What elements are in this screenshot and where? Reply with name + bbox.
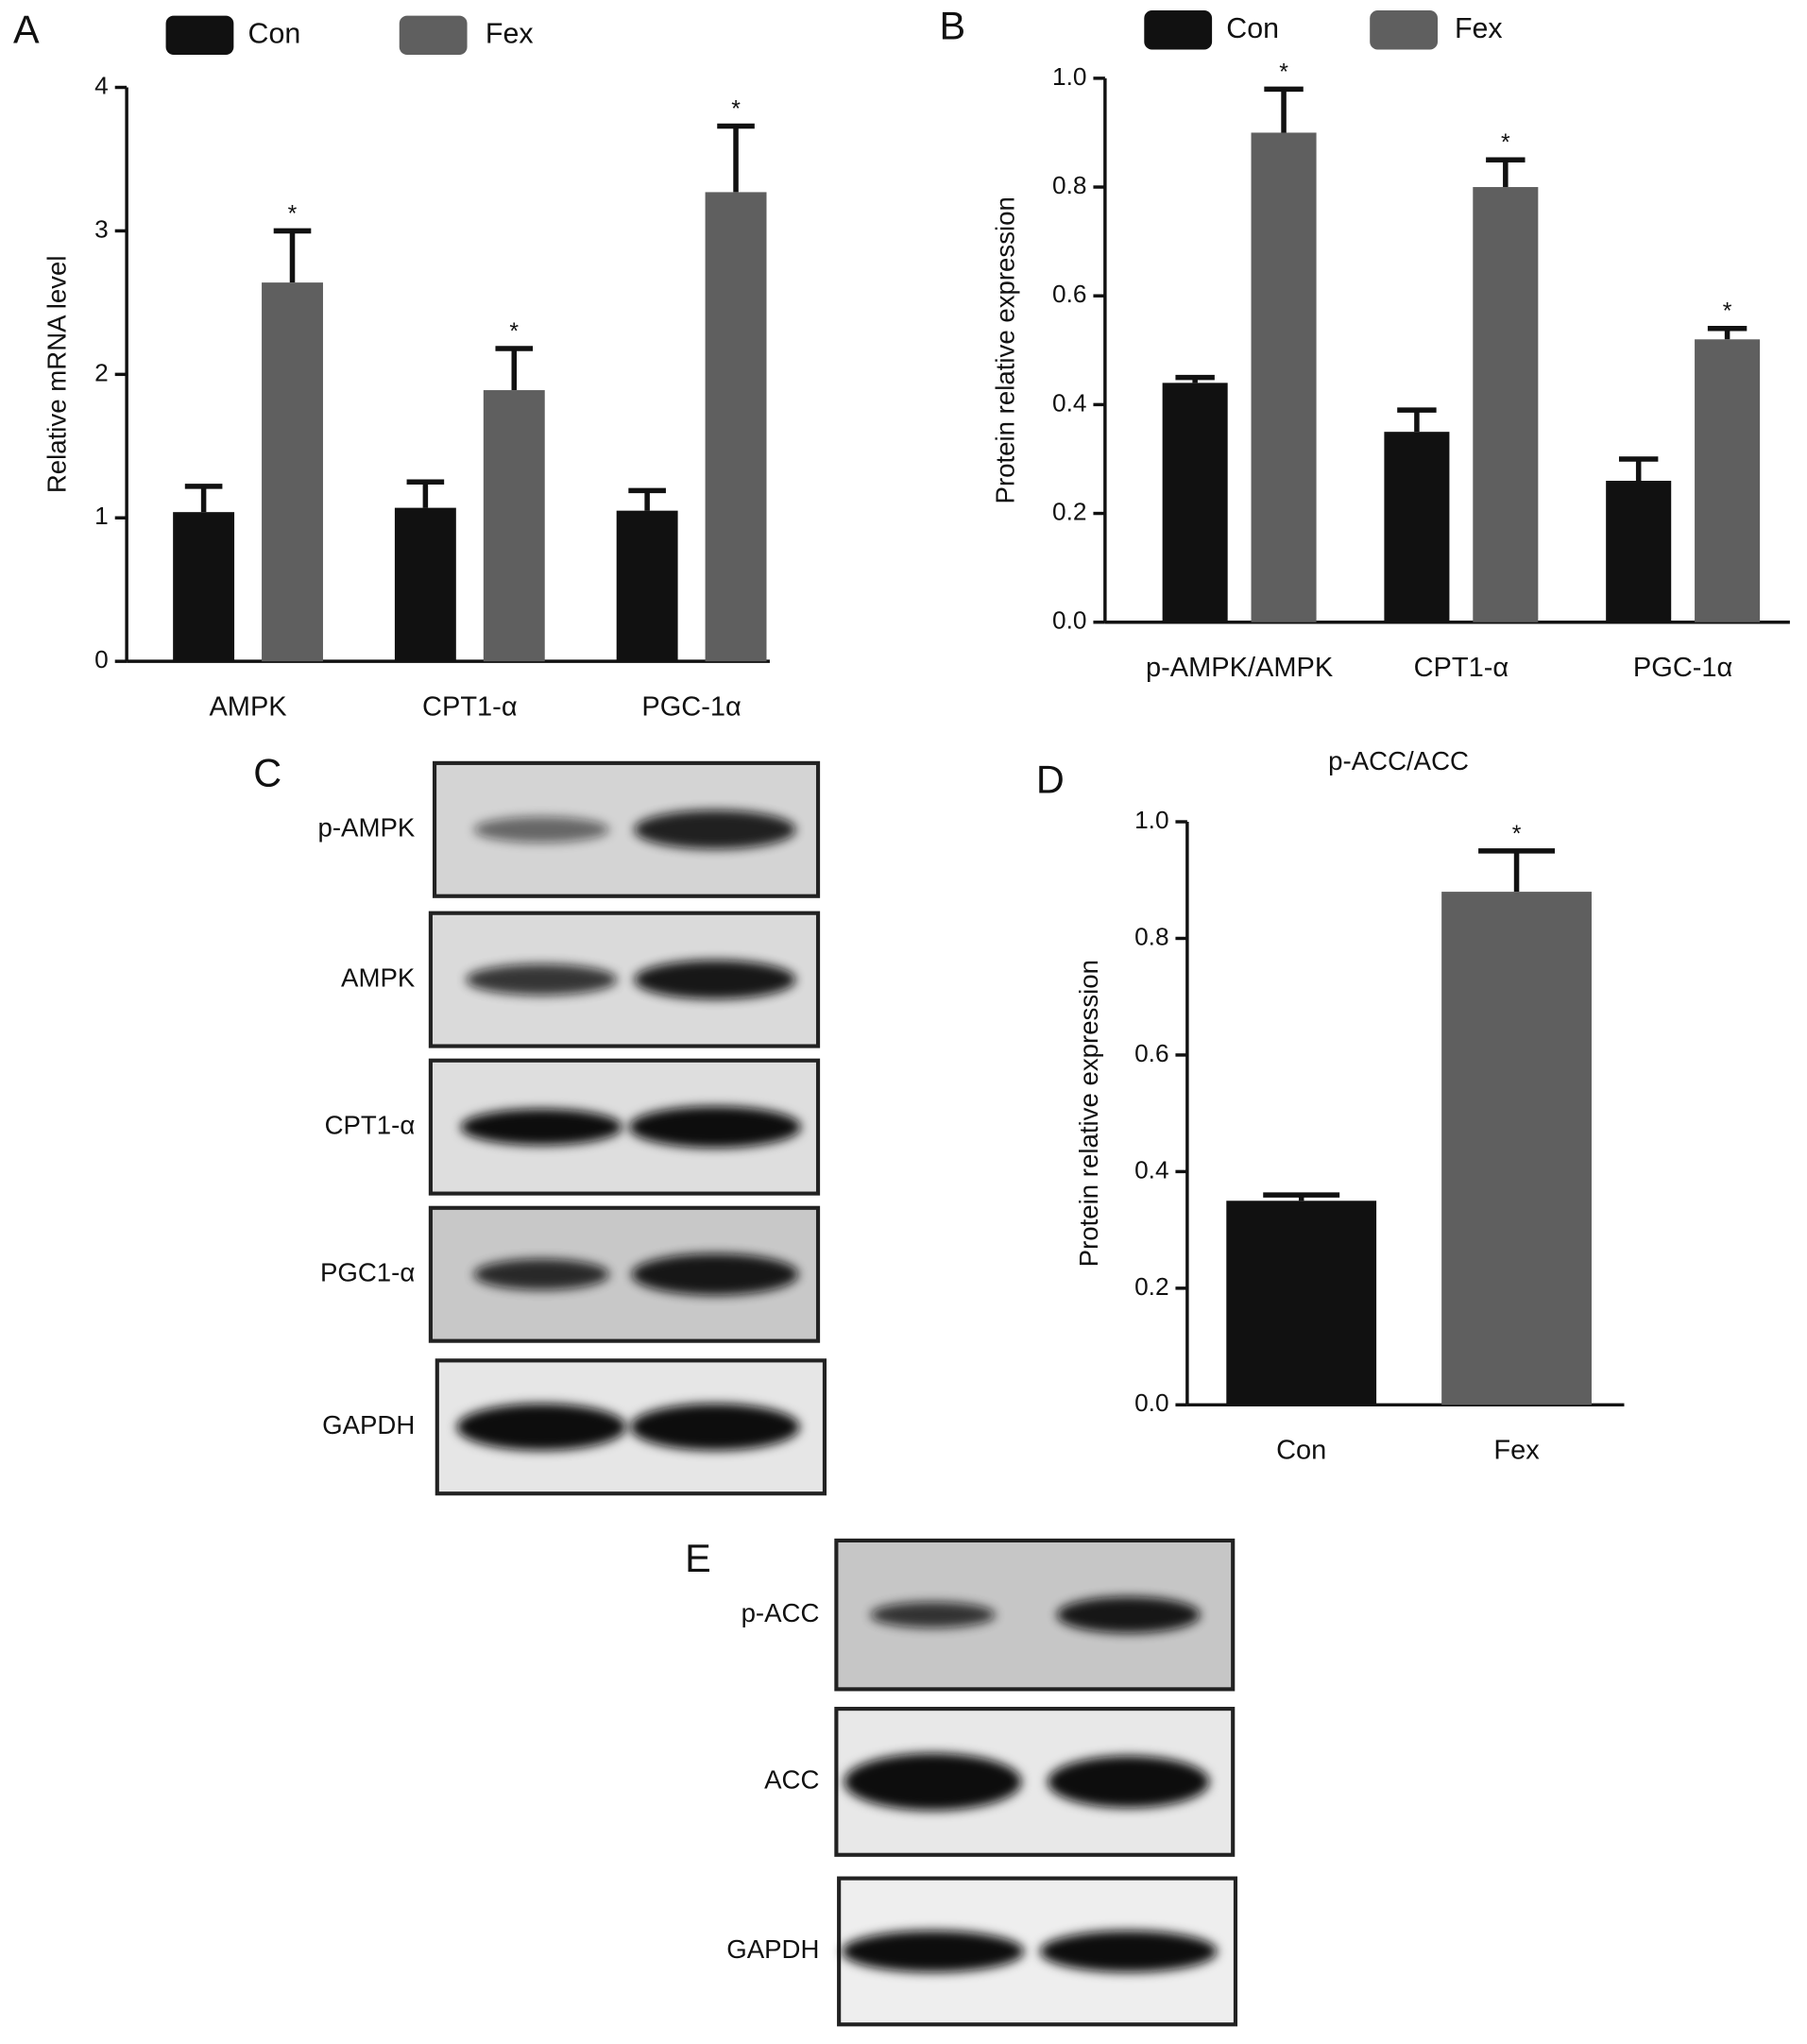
y-tick-label: 1.0 <box>1052 62 1086 91</box>
bar <box>1251 132 1317 622</box>
x-tick-label: Fex <box>1493 1436 1540 1466</box>
chart-title: p-ACC/ACC <box>1328 746 1469 775</box>
blot-band <box>473 816 610 843</box>
blot-band <box>841 1930 1025 1973</box>
blot-label: p-AMPK <box>318 813 416 843</box>
y-tick-label: 1 <box>94 502 109 530</box>
bar <box>1695 339 1761 622</box>
y-tick-label: 0.6 <box>1052 280 1086 308</box>
blot-band <box>634 960 796 999</box>
blot-band <box>634 809 796 850</box>
blot-band <box>870 1601 996 1628</box>
x-tick-label: p-AMPK/AMPK <box>1146 653 1334 683</box>
y-tick-label: 2 <box>94 358 109 386</box>
bar <box>1226 1201 1377 1405</box>
y-tick-label: 0 <box>94 645 109 673</box>
legend-swatch <box>399 15 468 56</box>
bar <box>1384 432 1450 622</box>
significance-mark: * <box>1501 130 1510 156</box>
blot-band <box>1048 1755 1210 1809</box>
y-tick-label: 0.4 <box>1134 1155 1168 1184</box>
legend-swatch <box>1144 10 1213 50</box>
y-tick-label: 0.8 <box>1052 171 1086 199</box>
bar <box>705 192 767 662</box>
x-tick-label: PGC-1α <box>1633 653 1732 683</box>
blot-band <box>466 963 618 996</box>
y-tick-label: 0.2 <box>1134 1272 1168 1301</box>
x-tick-label: Con <box>1276 1436 1326 1466</box>
significance-mark: * <box>1723 299 1732 325</box>
significance-mark: * <box>509 319 519 345</box>
y-tick-label: 1.0 <box>1134 806 1168 834</box>
bar <box>1606 481 1672 622</box>
bar <box>1473 187 1539 622</box>
blot-label: GAPDH <box>322 1410 415 1439</box>
blot-band <box>473 1258 610 1290</box>
blot-band <box>1039 1930 1218 1973</box>
bar <box>173 512 235 662</box>
panel-letter: C <box>253 752 281 795</box>
blot-label: PGC1-α <box>320 1258 415 1287</box>
x-tick-label: PGC-1α <box>641 692 741 723</box>
y-axis-label: Relative mRNA level <box>43 256 72 494</box>
blot-band <box>631 1253 799 1296</box>
y-tick-label: 4 <box>94 71 109 99</box>
legend-label: Fex <box>1455 12 1503 44</box>
y-tick-label: 0.0 <box>1052 606 1086 635</box>
bar <box>1441 892 1592 1405</box>
legend-swatch <box>1370 10 1439 50</box>
blot-band <box>1056 1596 1201 1633</box>
x-tick-label: AMPK <box>209 692 287 723</box>
legend-label: Fex <box>486 17 534 49</box>
legend-swatch <box>165 15 234 56</box>
y-axis-label: Protein relative expression <box>1074 960 1103 1267</box>
y-tick-label: 0.4 <box>1052 388 1086 417</box>
blot-label: CPT1-α <box>325 1110 416 1139</box>
blot-band <box>628 1106 802 1149</box>
y-tick-label: 0.6 <box>1134 1039 1168 1067</box>
y-axis-label: Protein relative expression <box>991 196 1020 503</box>
y-tick-label: 3 <box>94 214 109 243</box>
blot-label: ACC <box>764 1765 819 1795</box>
panel-letter: D <box>1036 758 1065 802</box>
blot-label: GAPDH <box>726 1934 819 1964</box>
panel-letter: B <box>939 4 965 47</box>
bar <box>262 282 323 662</box>
significance-mark: * <box>731 97 741 123</box>
y-tick-label: 0.2 <box>1052 497 1086 525</box>
blot-band <box>460 1108 622 1146</box>
y-tick-label: 0.8 <box>1134 922 1168 950</box>
significance-mark: * <box>1512 822 1522 847</box>
bar <box>394 507 456 662</box>
significance-mark: * <box>1279 60 1288 85</box>
bar <box>1162 383 1228 622</box>
bar <box>483 390 545 662</box>
blot-label: AMPK <box>341 962 416 992</box>
blot-band <box>456 1403 627 1451</box>
blot-label: p-ACC <box>742 1598 820 1627</box>
panel-letter: E <box>685 1537 711 1580</box>
panel-letter: A <box>13 8 40 51</box>
legend-label: Con <box>248 17 301 49</box>
bar <box>616 510 678 662</box>
legend-label: Con <box>1226 12 1279 44</box>
x-tick-label: CPT1-α <box>422 692 518 723</box>
significance-mark: * <box>288 201 298 227</box>
y-tick-label: 0.0 <box>1134 1388 1168 1417</box>
blot-band <box>844 1753 1022 1811</box>
blot-band <box>630 1403 800 1451</box>
x-tick-label: CPT1-α <box>1414 653 1509 683</box>
